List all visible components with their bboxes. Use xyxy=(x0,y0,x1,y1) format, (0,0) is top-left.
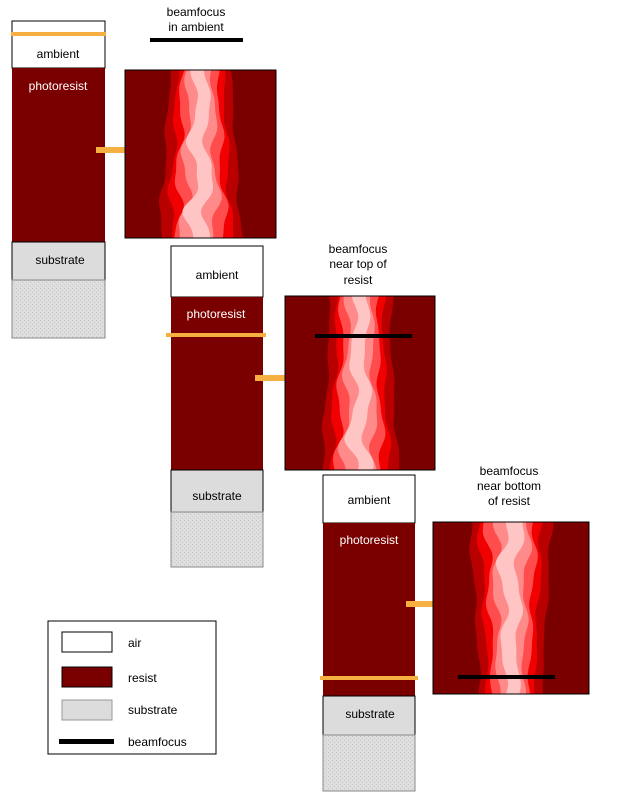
caption-1: beamfocus in ambient xyxy=(167,5,226,34)
stack-2-resist xyxy=(171,297,263,470)
panel-1-border xyxy=(124,69,277,239)
stack-1-ambient xyxy=(11,20,106,69)
stack-3-substrate-label: substrate xyxy=(345,707,395,721)
caption-1-line-2: in ambient xyxy=(168,20,224,34)
legend-label-air: air xyxy=(128,636,141,650)
stack-3-resist-label: photoresist xyxy=(340,533,399,547)
stack-2-substrate-label: substrate xyxy=(192,489,242,503)
caption-2-line-2: near top of xyxy=(329,257,387,271)
stack-3-substrate xyxy=(322,695,416,736)
stack-1: ambient photoresist substrate xyxy=(11,20,106,339)
caption-1-line-1: beamfocus xyxy=(167,5,226,19)
panel-1-intensity-band-5 xyxy=(182,70,213,238)
stack-3-resist xyxy=(323,523,415,696)
legend-swatch-air xyxy=(61,631,113,653)
stack-1-resist xyxy=(12,68,105,242)
panel-3-border xyxy=(432,521,590,695)
stack-3-substrate-extension xyxy=(322,734,416,792)
caption-3: beamfocus near bottom of resist xyxy=(477,464,541,508)
stack-1-substrate xyxy=(11,241,106,281)
stack-3-ambient xyxy=(322,474,416,524)
panel-2-border xyxy=(284,295,436,471)
legend-swatch-resist xyxy=(61,666,113,688)
stack-1-resist-label: photoresist xyxy=(29,79,88,93)
stack-2-substrate-extension xyxy=(170,511,264,568)
caption-2-line-3: resist xyxy=(344,273,373,287)
stack-2-resist-label: photoresist xyxy=(187,307,246,321)
caption-3-line-3: of resist xyxy=(488,494,531,508)
stack-1-ambient-label: ambient xyxy=(37,47,80,61)
stack-2: ambient photoresist substrate xyxy=(166,245,266,568)
stack-2-ambient xyxy=(170,245,264,298)
legend-label-substrate: substrate xyxy=(128,703,178,717)
stack-2-substrate xyxy=(170,469,264,513)
stack-1-substrate-label: substrate xyxy=(35,253,85,267)
stack-2-ambient-label: ambient xyxy=(196,268,239,282)
caption-3-line-2: near bottom xyxy=(477,479,541,493)
stack-1-substrate-extension xyxy=(11,279,106,339)
panel-3-intensity-band-5 xyxy=(496,522,525,694)
caption-2: beamfocus near top of resist xyxy=(329,242,388,287)
intensity-panel-3 xyxy=(432,521,590,695)
legend-label-beamfocus: beamfocus xyxy=(128,735,187,749)
stack-3: ambient photoresist substrate xyxy=(320,474,418,792)
legend-swatch-substrate xyxy=(61,699,113,721)
legend: air resist substrate beamfocus xyxy=(47,620,217,755)
panel-2-intensity-band-5 xyxy=(344,296,374,470)
intensity-panel-1 xyxy=(124,69,277,239)
stack-3-ambient-label: ambient xyxy=(348,493,391,507)
caption-2-line-1: beamfocus xyxy=(329,242,388,256)
legend-label-resist: resist xyxy=(128,671,157,685)
legend-swatch-beamfocus xyxy=(59,739,114,744)
caption-3-line-1: beamfocus xyxy=(480,464,539,478)
intensity-panel-2 xyxy=(284,295,436,471)
